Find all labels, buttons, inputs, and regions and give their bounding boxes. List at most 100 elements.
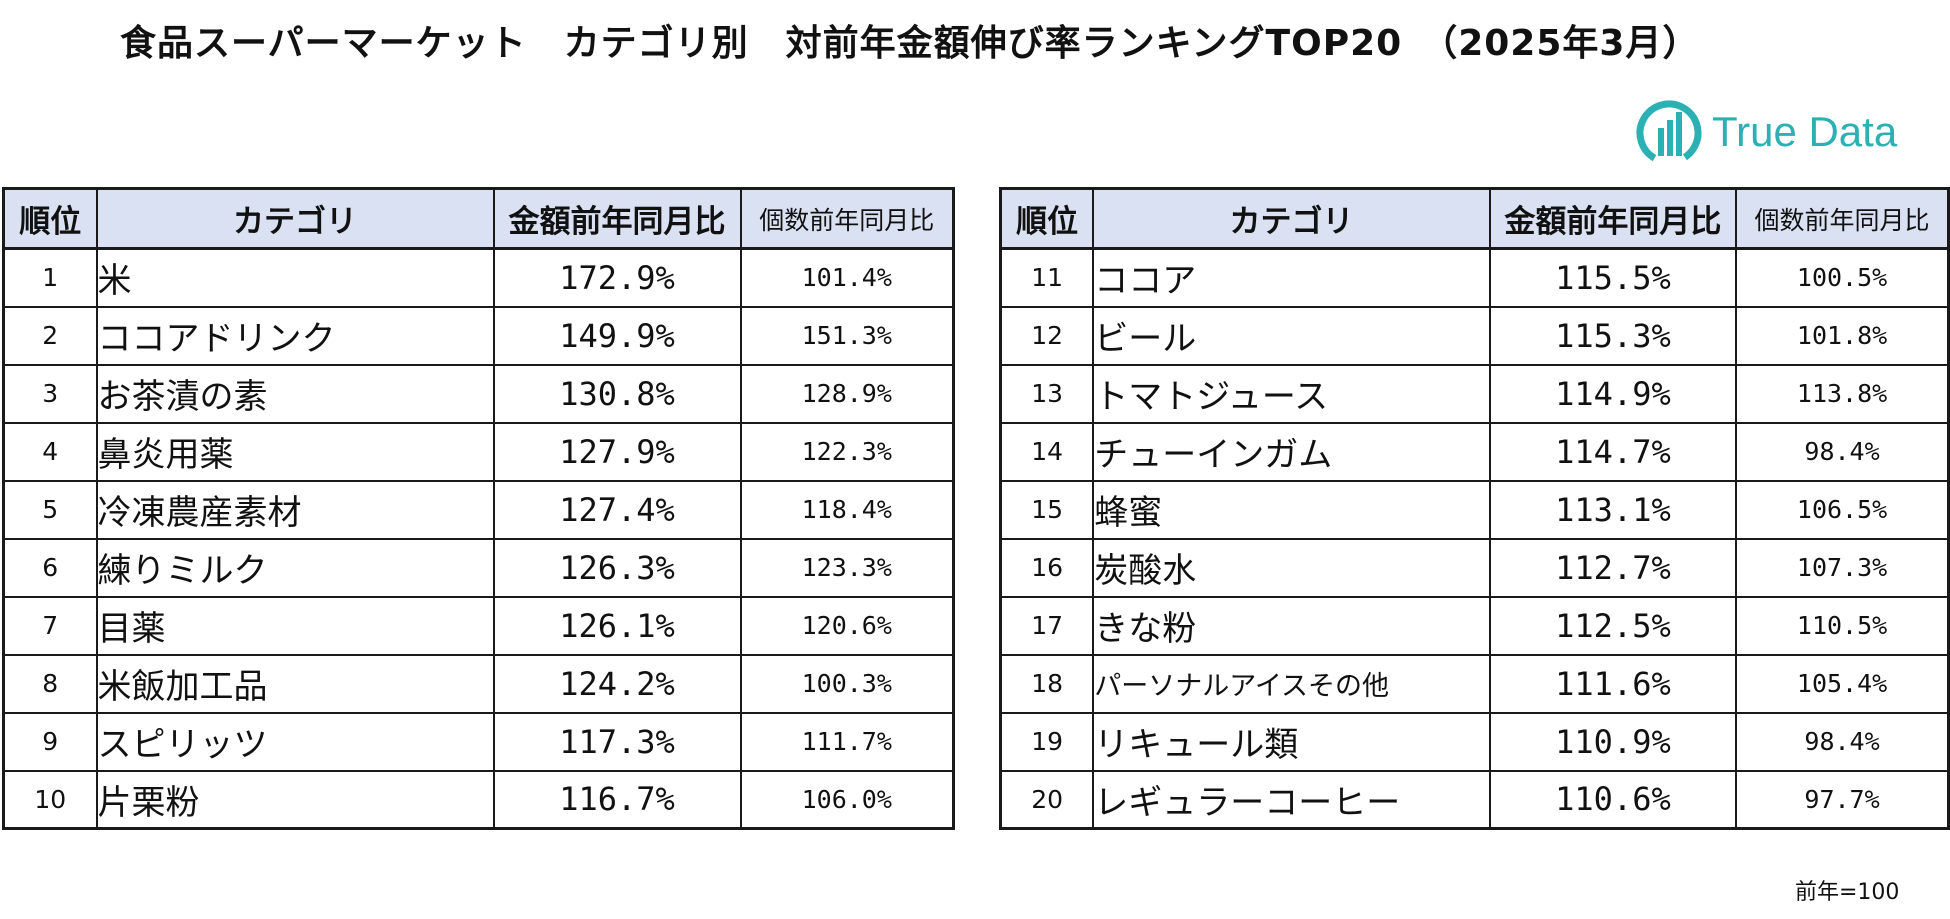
truedata-logo-icon <box>1636 100 1702 166</box>
category-cell: 冷凍農産素材 <box>95 479 495 540</box>
category-cell: リキュール類 <box>1092 711 1491 772</box>
amount-yoy-cell: 126.3% <box>492 537 742 598</box>
rank-cell: 18 <box>999 653 1095 714</box>
category-cell: レギュラーコーヒー <box>1092 769 1491 830</box>
quantity-yoy-cell: 100.3% <box>739 653 955 714</box>
table-header-row: 順位 カテゴリ 金額前年同月比 個数前年同月比 <box>2 187 955 250</box>
quantity-yoy-cell: 111.7% <box>739 711 955 772</box>
table-row: 9 スピリッツ 117.3% 111.7% <box>2 711 955 772</box>
amount-yoy-cell: 115.3% <box>1488 305 1738 366</box>
quantity-yoy-cell: 128.9% <box>739 363 955 424</box>
rank-cell: 4 <box>2 421 98 482</box>
rank-cell: 5 <box>2 479 98 540</box>
category-cell: 炭酸水 <box>1092 537 1491 598</box>
quantity-yoy-cell: 118.4% <box>739 479 955 540</box>
table-row: 2 ココアドリンク 149.9% 151.3% <box>2 305 955 366</box>
baseline-note: 前年=100 <box>1795 880 1900 905</box>
rank-cell: 19 <box>999 711 1095 772</box>
rank-cell: 3 <box>2 363 98 424</box>
category-cell: 米 <box>95 247 495 308</box>
table-row: 16 炭酸水 112.7% 107.3% <box>999 537 1950 598</box>
table-row: 14 チューインガム 114.7% 98.4% <box>999 421 1950 482</box>
amount-yoy-cell: 117.3% <box>492 711 742 772</box>
amount-yoy-cell: 112.7% <box>1488 537 1738 598</box>
table-row: 1 米 172.9% 101.4% <box>2 247 955 308</box>
table-body: 1 米 172.9% 101.4% 2 ココアドリンク 149.9% 151.3% 3 お茶漬の素… <box>2 247 955 830</box>
ranking-table-11-20: 順位 カテゴリ 金額前年同月比 個数前年同月比 11 ココア 115.5% 100.5… <box>999 187 1950 830</box>
quantity-yoy-cell: 110.5% <box>1735 595 1950 656</box>
rank-cell: 16 <box>999 537 1095 598</box>
amount-yoy-cell: 124.2% <box>492 653 742 714</box>
true-data-logo: True Data <box>1634 98 1924 168</box>
amount-yoy-cell: 111.6% <box>1488 653 1738 714</box>
ranking-table-1-10: 順位 カテゴリ 金額前年同月比 個数前年同月比 1 米 172.9% 101.4% 2 コ… <box>2 187 955 830</box>
table-row: 7 目薬 126.1% 120.6% <box>2 595 955 656</box>
category-cell: 練りミルク <box>95 537 495 598</box>
page-title: 食品スーパーマーケット カテゴリ別 対前年金額伸び率ランキングTOP20 （20… <box>120 23 1700 64</box>
quantity-yoy-cell: 97.7% <box>1735 769 1950 830</box>
header-amount-yoy: 金額前年同月比 <box>492 187 742 250</box>
rank-cell: 7 <box>2 595 98 656</box>
rank-cell: 13 <box>999 363 1095 424</box>
rank-cell: 11 <box>999 247 1095 308</box>
header-rank: 順位 <box>2 187 98 250</box>
amount-yoy-cell: 115.5% <box>1488 247 1738 308</box>
category-cell: 鼻炎用薬 <box>95 421 495 482</box>
rank-cell: 15 <box>999 479 1095 540</box>
header-amount-yoy: 金額前年同月比 <box>1488 187 1738 250</box>
category-cell: 目薬 <box>95 595 495 656</box>
table-row: 6 練りミルク 126.3% 123.3% <box>2 537 955 598</box>
header-quantity-yoy: 個数前年同月比 <box>1735 187 1950 250</box>
category-cell: スピリッツ <box>95 711 495 772</box>
rank-cell: 10 <box>2 769 98 830</box>
table-row: 15 蜂蜜 113.1% 106.5% <box>999 479 1950 540</box>
quantity-yoy-cell: 106.0% <box>739 769 955 830</box>
table-row: 5 冷凍農産素材 127.4% 118.4% <box>2 479 955 540</box>
quantity-yoy-cell: 101.8% <box>1735 305 1950 366</box>
table-body: 11 ココア 115.5% 100.5% 12 ビール 115.3% 101.8% 13 トマトジ… <box>999 247 1950 830</box>
quantity-yoy-cell: 105.4% <box>1735 653 1950 714</box>
quantity-yoy-cell: 151.3% <box>739 305 955 366</box>
quantity-yoy-cell: 123.3% <box>739 537 955 598</box>
quantity-yoy-cell: 107.3% <box>1735 537 1950 598</box>
amount-yoy-cell: 126.1% <box>492 595 742 656</box>
table-row: 12 ビール 115.3% 101.8% <box>999 305 1950 366</box>
amount-yoy-cell: 110.9% <box>1488 711 1738 772</box>
table-row: 3 お茶漬の素 130.8% 128.9% <box>2 363 955 424</box>
table-row: 4 鼻炎用薬 127.9% 122.3% <box>2 421 955 482</box>
rank-cell: 8 <box>2 653 98 714</box>
category-cell: パーソナルアイスその他 <box>1092 653 1491 714</box>
quantity-yoy-cell: 98.4% <box>1735 421 1950 482</box>
category-cell: お茶漬の素 <box>95 363 495 424</box>
header-quantity-yoy: 個数前年同月比 <box>739 187 955 250</box>
table-row: 10 片栗粉 116.7% 106.0% <box>2 769 955 830</box>
amount-yoy-cell: 127.9% <box>492 421 742 482</box>
amount-yoy-cell: 110.6% <box>1488 769 1738 830</box>
amount-yoy-cell: 149.9% <box>492 305 742 366</box>
header-category: カテゴリ <box>1092 187 1491 250</box>
table-row: 13 トマトジュース 114.9% 113.8% <box>999 363 1950 424</box>
category-cell: チューインガム <box>1092 421 1491 482</box>
table-row: 18 パーソナルアイスその他 111.6% 105.4% <box>999 653 1950 714</box>
rank-cell: 20 <box>999 769 1095 830</box>
rank-cell: 17 <box>999 595 1095 656</box>
amount-yoy-cell: 112.5% <box>1488 595 1738 656</box>
table-row: 11 ココア 115.5% 100.5% <box>999 247 1950 308</box>
category-cell: ココアドリンク <box>95 305 495 366</box>
quantity-yoy-cell: 98.4% <box>1735 711 1950 772</box>
header-rank: 順位 <box>999 187 1095 250</box>
rank-cell: 6 <box>2 537 98 598</box>
quantity-yoy-cell: 100.5% <box>1735 247 1950 308</box>
category-cell: 蜂蜜 <box>1092 479 1491 540</box>
amount-yoy-cell: 130.8% <box>492 363 742 424</box>
table-row: 19 リキュール類 110.9% 98.4% <box>999 711 1950 772</box>
amount-yoy-cell: 172.9% <box>492 247 742 308</box>
amount-yoy-cell: 113.1% <box>1488 479 1738 540</box>
category-cell: 米飯加工品 <box>95 653 495 714</box>
table-row: 20 レギュラーコーヒー 110.6% 97.7% <box>999 769 1950 830</box>
quantity-yoy-cell: 101.4% <box>739 247 955 308</box>
category-cell: トマトジュース <box>1092 363 1491 424</box>
quantity-yoy-cell: 120.6% <box>739 595 955 656</box>
table-header-row: 順位 カテゴリ 金額前年同月比 個数前年同月比 <box>999 187 1950 250</box>
category-cell: 片栗粉 <box>95 769 495 830</box>
